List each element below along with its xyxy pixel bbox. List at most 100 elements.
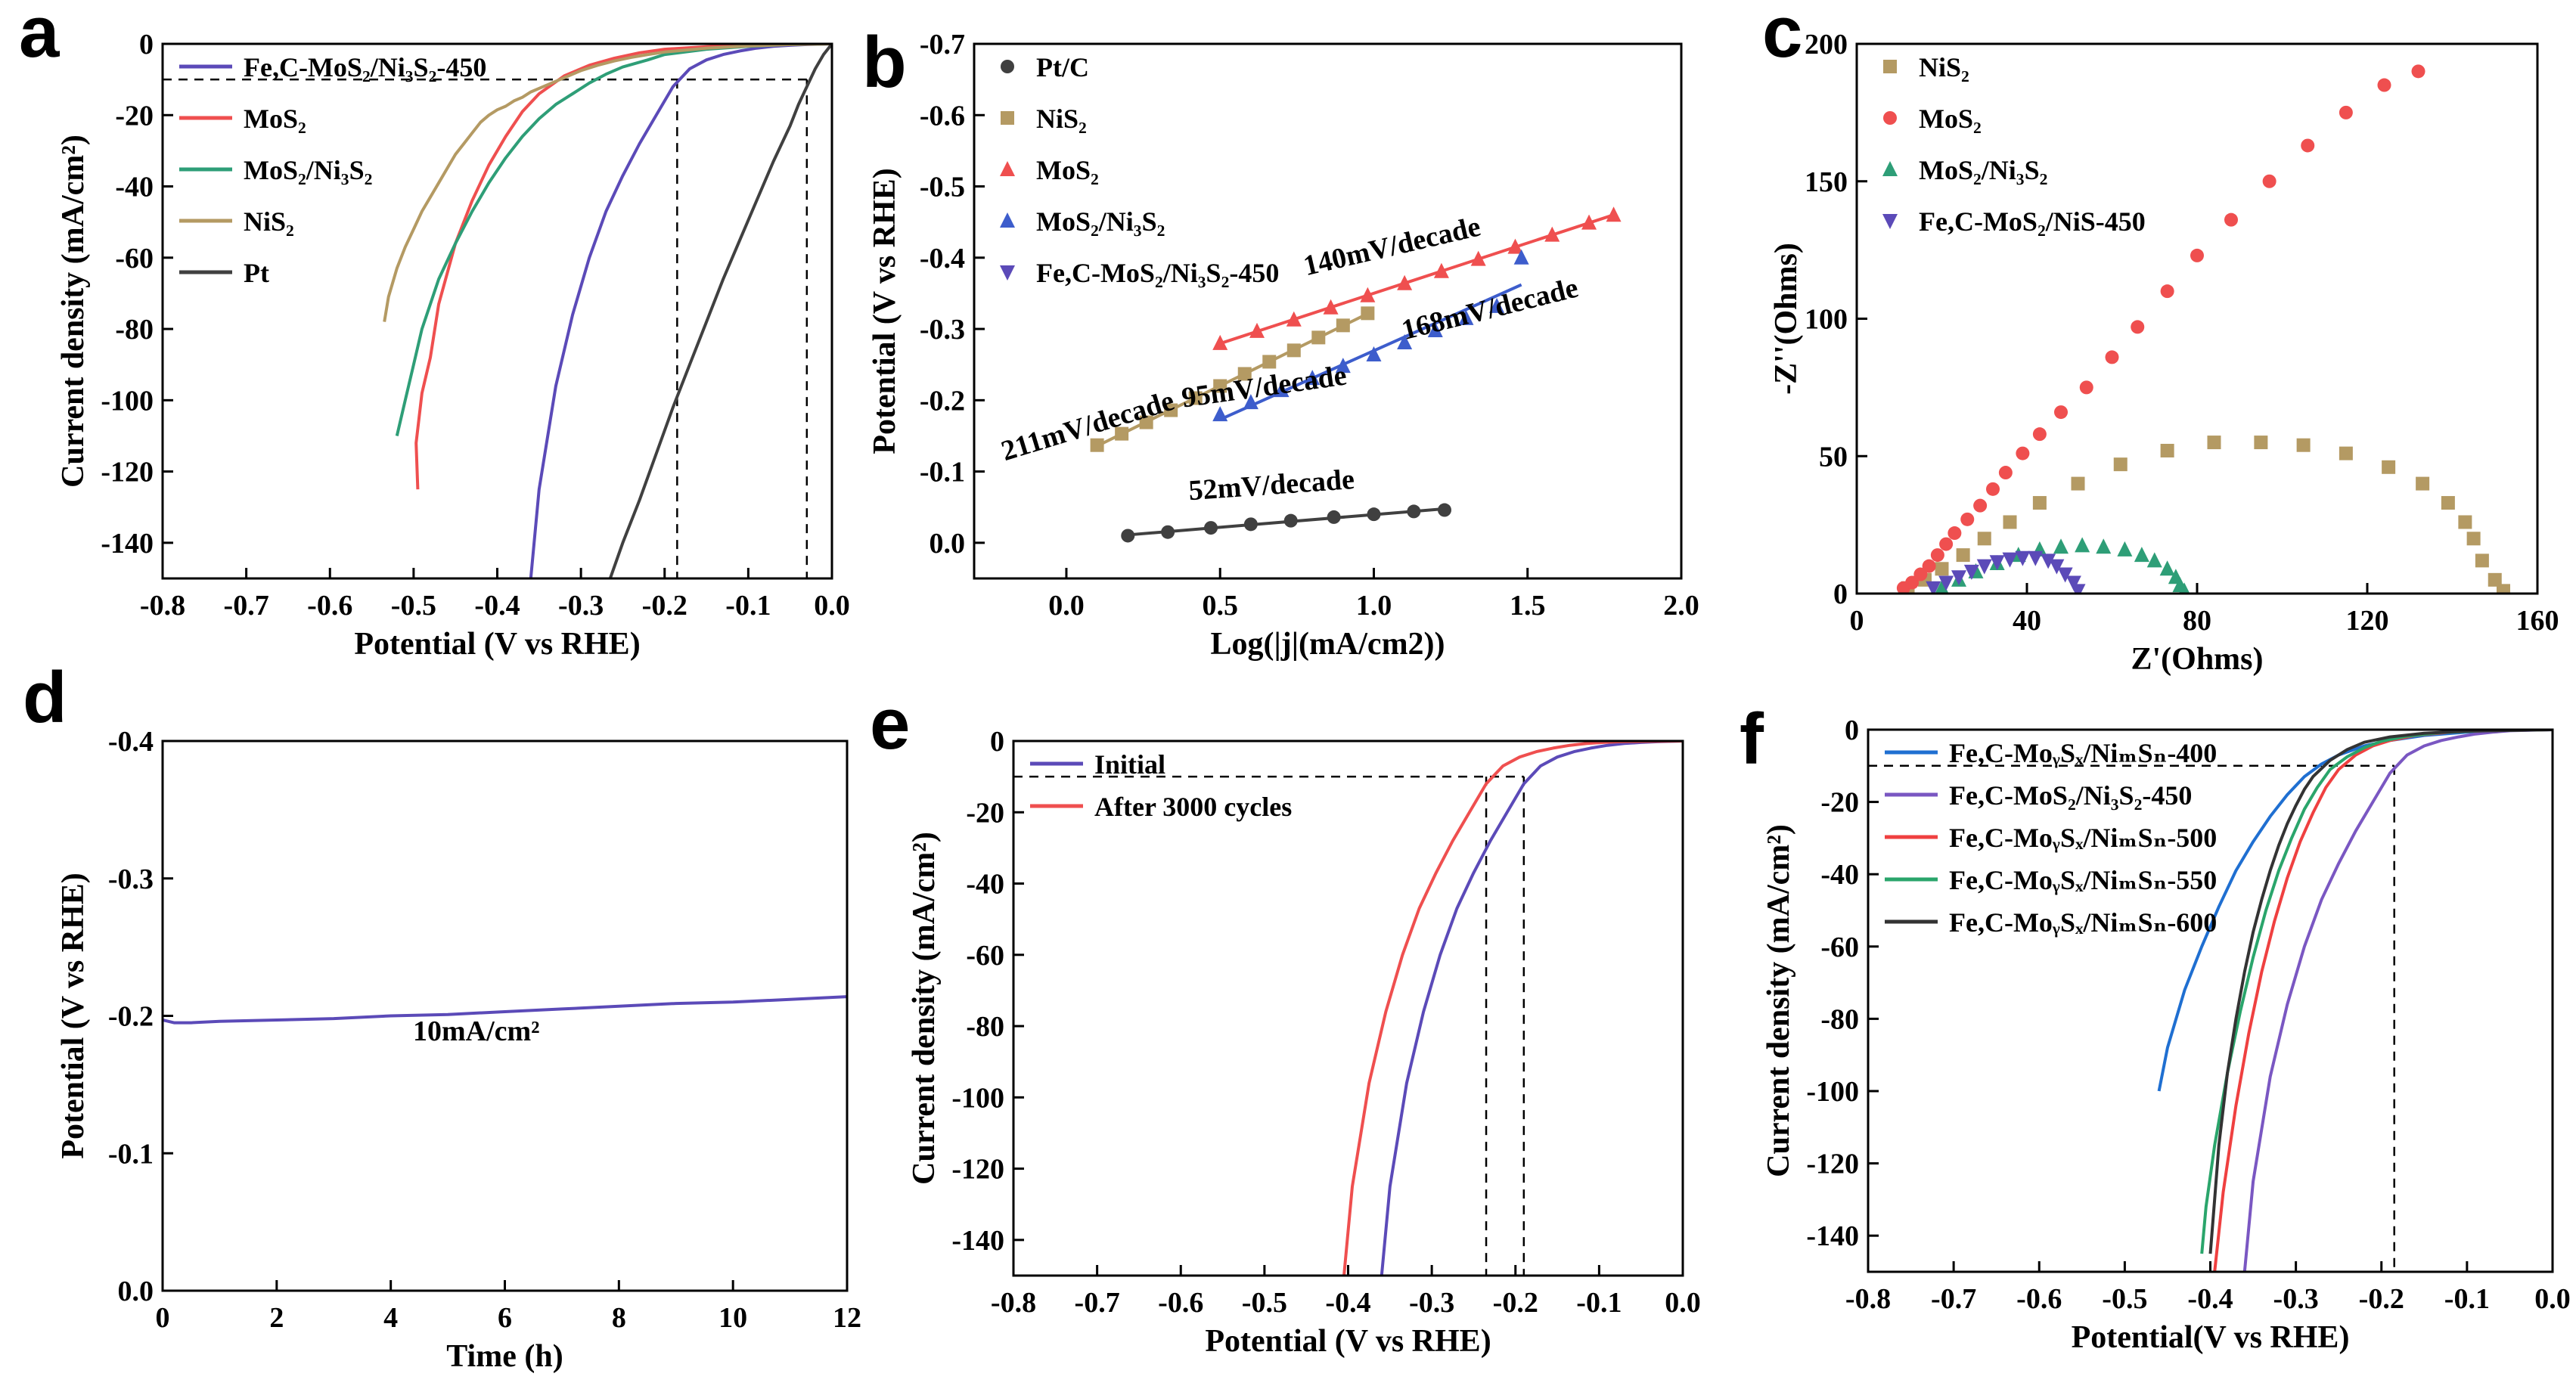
- y-tick-label: 0.0: [118, 1276, 154, 1307]
- data-point: [1926, 581, 1941, 594]
- data-point: [2497, 584, 2510, 594]
- data-point: [1513, 249, 1529, 265]
- data-point: [2075, 537, 2090, 553]
- plot-frame: [1012, 739, 1684, 1277]
- data-layer: [383, 44, 832, 578]
- data-point: [1367, 507, 1381, 522]
- data-point: [1905, 575, 1920, 590]
- data-point: [1327, 510, 1341, 524]
- x-tick-label: -0.2: [2359, 1283, 2404, 1315]
- y-tick-label: -20: [966, 797, 1004, 829]
- fit-line: [1219, 283, 1522, 421]
- x-tick-label: 160: [2516, 605, 2559, 637]
- data-point: [1433, 262, 1449, 278]
- data-point: [1470, 250, 1486, 266]
- x-axis-label: Potential(V vs RHE): [2072, 1320, 2350, 1355]
- data-point: [1212, 334, 1228, 350]
- current-density-annotation: 10mA/cm²: [413, 1015, 540, 1047]
- legend-label: MoS₂: [244, 104, 306, 134]
- series-a-3: [383, 44, 832, 322]
- panel-letter: e: [870, 684, 910, 764]
- data-point: [1930, 548, 1944, 563]
- data-point: [2079, 380, 2093, 395]
- data-point: [1397, 274, 1413, 290]
- x-tick-label: -0.5: [1242, 1287, 1287, 1319]
- data-point: [2207, 436, 2221, 450]
- data-point: [1437, 503, 1451, 517]
- series-line: [608, 44, 832, 578]
- data-layer: [1028, 206, 1622, 628]
- data-point: [1286, 311, 1302, 327]
- y-tick-label: -120: [1806, 1149, 1859, 1180]
- data-point: [2254, 436, 2268, 450]
- y-tick-label: -120: [951, 1154, 1004, 1186]
- panel-f: f -0.8 -0.7 -0.6 -0.5 -0.4 -0.3 -0.2 -0.1 0.0 0 -20…: [1740, 699, 2571, 1355]
- data-point: [2159, 560, 2175, 576]
- data-point: [2002, 552, 2018, 568]
- legend: NiS₂ MoS₂ MoS₂/Ni₃S₂ Fe,C-MoS₂/NiS-450: [1882, 52, 2146, 237]
- y-tick-label: -140: [1806, 1220, 1859, 1252]
- y-tick-label: -60: [115, 243, 154, 274]
- panel-letter: b: [862, 22, 907, 103]
- legend: Initial After 3000 cycles: [1030, 749, 1292, 822]
- y-tick-label: -140: [951, 1225, 1004, 1257]
- y-tick-label: -80: [115, 314, 154, 346]
- y-tick-label: -0.2: [920, 385, 965, 417]
- panel-letter: a: [19, 0, 60, 73]
- data-point: [1212, 406, 1228, 422]
- plot-frame: [973, 42, 1683, 580]
- data-point: [2224, 212, 2238, 227]
- data-point: [1507, 238, 1523, 254]
- legend-swatch: [1882, 214, 1898, 229]
- data-point: [1262, 355, 1277, 369]
- y-tick-label: -0.3: [108, 863, 154, 895]
- y-tick-label: -80: [966, 1011, 1004, 1043]
- data-point: [1283, 513, 1298, 528]
- data-point: [1115, 426, 1129, 441]
- x-tick-label: -0.2: [1493, 1287, 1538, 1319]
- y-tick-label: -60: [966, 940, 1004, 972]
- x-tick-label: 1.5: [1510, 590, 1546, 622]
- data-point: [1544, 226, 1560, 242]
- y-tick-label: -0.1: [920, 457, 965, 488]
- y-tick-label: -60: [1820, 932, 1859, 963]
- legend-label: NiS₂: [1919, 52, 1969, 82]
- panel-a: a -0.8 -0.7 -0.6 -0.5 -0.4 -0.3 -0.2 -0.1 0.0 0 -20…: [19, 0, 850, 662]
- data-point: [1164, 403, 1178, 417]
- legend: Fe,C-MoᵧSₓ/NiₘSₙ-400 Fe,C-MoS₂/Ni₃S₂-450 F…: [1885, 738, 2217, 938]
- legend-swatch: [1883, 60, 1897, 73]
- data-point: [1948, 526, 1962, 541]
- data-point: [1120, 612, 1135, 628]
- series-f-0: [2157, 730, 2553, 1092]
- x-tick-label: 2: [269, 1302, 284, 1334]
- legend-label: Initial: [1094, 749, 1165, 780]
- data-point: [1976, 559, 1992, 575]
- x-tick-label: -0.2: [642, 590, 687, 622]
- data-layer: [163, 995, 847, 1025]
- y-tick-label: 100: [1805, 304, 1848, 336]
- axis-ticks: [1012, 739, 1684, 1276]
- y-axis-label: Current density (mA/cm²): [56, 135, 91, 488]
- y-tick-label: -80: [1820, 1003, 1859, 1035]
- data-point: [1956, 548, 1970, 563]
- data-point: [2113, 457, 2128, 472]
- data-point: [1335, 358, 1351, 374]
- panel-e: e -0.8 -0.7 -0.6 -0.5 -0.4 -0.3 -0.2 -0.1 0.0 0 -20…: [870, 684, 1701, 1359]
- data-point: [1922, 559, 1936, 573]
- data-point: [2049, 559, 2065, 575]
- y-tick-label: 0: [139, 29, 154, 60]
- panel-c: c 0 40 80 120 160 0 50 100 150 200 Z'(Ohms) -Z''(Ohm…: [1762, 0, 2559, 677]
- data-point: [1998, 466, 2013, 480]
- series-b-0: [1121, 503, 1451, 543]
- legend-swatch: [1000, 212, 1015, 228]
- data-point: [2416, 476, 2430, 491]
- data-point: [1305, 370, 1321, 386]
- legend-swatch: [1001, 111, 1014, 125]
- data-point: [2441, 496, 2455, 510]
- axis-ticks: [1867, 728, 2554, 1272]
- data-point: [1028, 592, 1043, 607]
- legend-swatch: [1883, 111, 1897, 125]
- x-tick-label: 10: [718, 1302, 747, 1334]
- legend-label: Pt: [244, 258, 269, 288]
